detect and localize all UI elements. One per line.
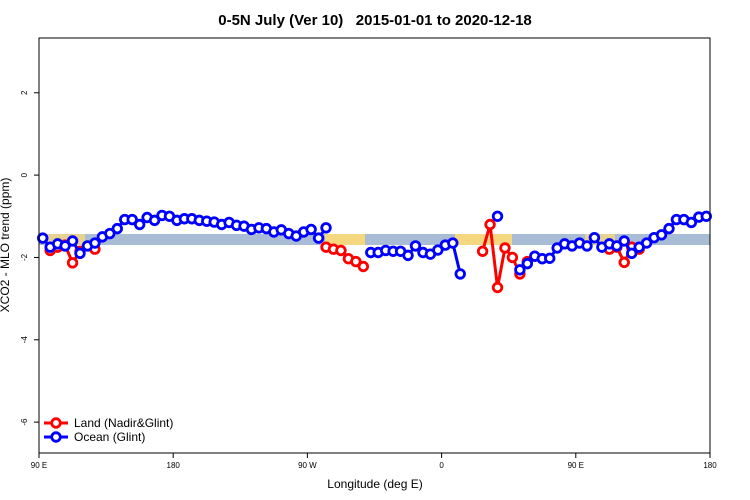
data-point: [663, 222, 675, 235]
data-point: [514, 264, 526, 276]
x-tick-label: 90 E: [31, 461, 47, 470]
plot-frame: [38, 37, 711, 454]
data-point: [618, 235, 630, 247]
data-point: [335, 244, 347, 257]
data-point: [685, 216, 698, 229]
chart-title: 0-5N July (Ver 10) 2015-01-01 to 2020-12…: [218, 12, 532, 29]
y-tick-label: -2: [20, 253, 29, 261]
y-tick-label: 0: [20, 172, 29, 177]
data-point: [581, 240, 593, 252]
data-point: [66, 235, 79, 247]
data-point: [357, 260, 370, 273]
data-point: [484, 218, 496, 231]
data-point: [499, 242, 511, 254]
y-axis-label: XCO2 - MLO trend (ppm): [0, 178, 12, 313]
data-point: [320, 222, 332, 234]
data-point: [655, 229, 668, 241]
y-tick-label: -6: [20, 418, 29, 426]
data-point: [544, 252, 556, 264]
data-point: [454, 268, 466, 280]
legend-marker: [50, 417, 62, 429]
data-point: [626, 247, 638, 260]
data-point: [148, 214, 161, 227]
data-point: [409, 240, 422, 252]
legend-label: Land (Nadir&Glint): [74, 416, 173, 430]
data-point: [111, 222, 123, 235]
data-point: [521, 257, 534, 270]
data-point: [640, 237, 653, 249]
legend: Land (Nadir&Glint)Ocean (Glint): [44, 416, 173, 444]
x-tick-label: 0: [439, 461, 444, 470]
land-band: [585, 234, 615, 245]
data-point: [126, 213, 138, 226]
x-tick-label: 90 E: [568, 461, 584, 470]
data-point: [491, 210, 504, 222]
data-point: [700, 210, 712, 222]
data-point: [312, 232, 325, 244]
axes: 90 E 180 90 W 0 90 E 180 -6 -4 -2 0 2: [20, 90, 717, 470]
legend-marker: [50, 431, 62, 443]
ocean-band: [39, 234, 710, 245]
x-axis-label: Longitude (deg E): [327, 477, 422, 491]
data-point: [611, 240, 623, 252]
y-tick-label: -4: [20, 336, 29, 344]
x-tick-label: 180: [167, 461, 181, 470]
data-point: [89, 237, 101, 249]
data-point: [104, 227, 116, 240]
data-point: [447, 237, 459, 249]
data-point: [491, 281, 504, 294]
data-point: [402, 249, 414, 262]
data-point: [618, 256, 630, 269]
x-tick-label: 90 W: [298, 461, 317, 470]
plot-marks: [37, 209, 712, 294]
data-point: [506, 251, 519, 264]
land-band: [455, 234, 512, 245]
x-tick-label: 180: [703, 461, 717, 470]
legend-label: Ocean (Glint): [74, 430, 145, 444]
data-point: [37, 232, 49, 244]
data-point: [305, 223, 317, 236]
data-point: [59, 240, 71, 252]
data-point: [66, 257, 79, 269]
y-tick-label: 2: [20, 90, 29, 95]
data-point: [350, 255, 362, 268]
data-point: [432, 244, 444, 256]
data-point: [74, 247, 86, 260]
data-point: [588, 231, 601, 244]
data-point: [133, 218, 146, 231]
data-point: [476, 245, 489, 257]
land-band: [325, 234, 365, 245]
